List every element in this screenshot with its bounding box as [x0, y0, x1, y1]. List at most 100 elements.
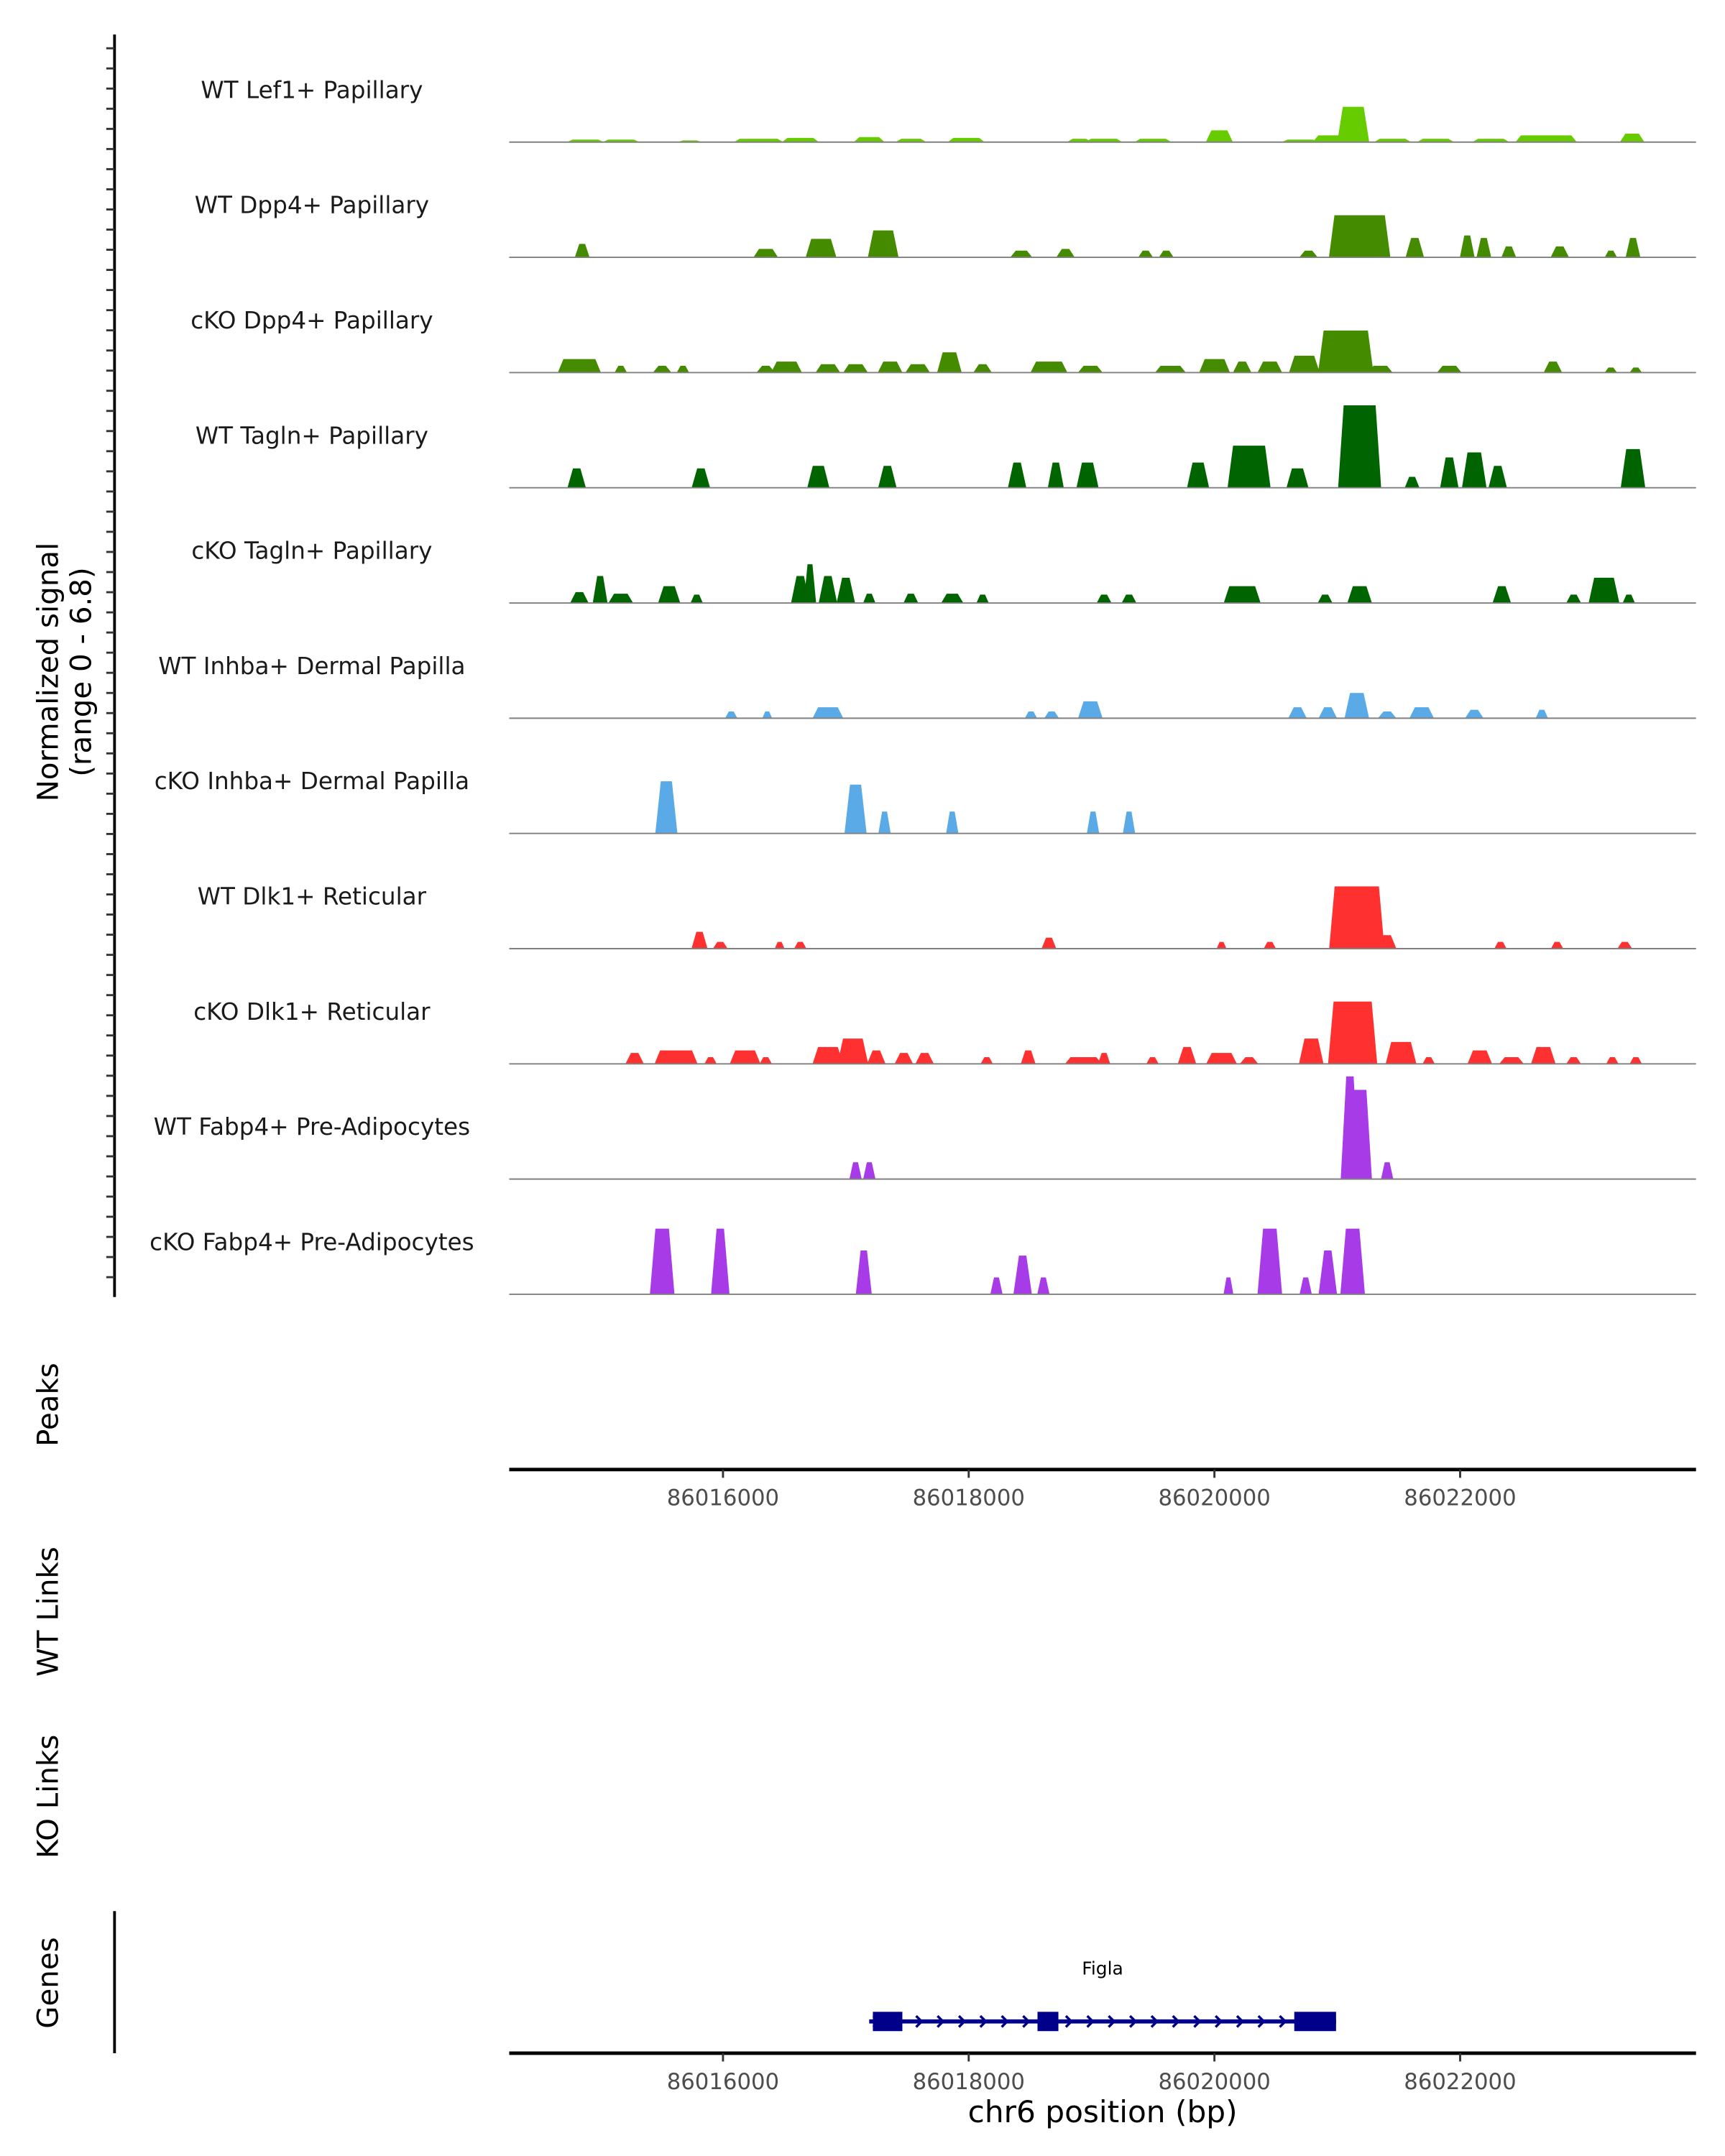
signal-peak — [1340, 1228, 1366, 1294]
signal-peak — [1216, 941, 1227, 949]
signal-peak — [878, 466, 897, 488]
signal-peak — [655, 781, 678, 834]
gene-track: Figla — [869, 1958, 1336, 2032]
signal-peak — [1013, 1256, 1032, 1294]
signal-peak — [1337, 106, 1370, 142]
x-tick-label: 86018000 — [913, 1485, 1025, 1511]
signal-peak — [1338, 405, 1381, 488]
signal-peak — [1299, 1038, 1324, 1064]
strand-arrow-icon — [1172, 2014, 1180, 2028]
signal-peak — [837, 577, 855, 604]
strand-arrow-icon — [1000, 2014, 1009, 2028]
signal-peak — [1138, 250, 1154, 258]
signal-peak — [1385, 1041, 1417, 1064]
x-tick-label: 86022000 — [1404, 1485, 1516, 1511]
signal-peak — [1328, 215, 1391, 258]
signal-peak — [1606, 1056, 1619, 1064]
signal-peak — [691, 468, 710, 488]
signal-peak — [1381, 1162, 1394, 1179]
signal-peak — [804, 564, 816, 604]
signal-peak — [1010, 250, 1033, 258]
track-label: WT Dlk1+ Reticular — [198, 883, 427, 911]
track-9: WT Fabp4+ Pre-Adipocytes — [154, 1076, 1696, 1180]
signal-peak — [843, 364, 868, 373]
signal-peak — [878, 811, 891, 834]
signal-peak — [650, 1228, 675, 1294]
signal-peak — [1008, 462, 1026, 488]
signal-peak — [770, 361, 802, 373]
signal-peak — [812, 707, 844, 719]
signal-peak — [990, 1277, 1003, 1294]
signal-peak — [1223, 1277, 1233, 1294]
signal-peak — [812, 1046, 844, 1064]
track-label: WT Lef1+ Papillary — [201, 76, 423, 103]
signal-peak — [1550, 941, 1563, 949]
signal-peak — [1227, 446, 1271, 488]
x-tick-label: 86016000 — [667, 2069, 779, 2095]
strand-arrow-icon — [1279, 2014, 1287, 2028]
signal-peak — [862, 1162, 876, 1179]
signal-peak — [1146, 1056, 1159, 1064]
signal-peak — [1121, 594, 1137, 604]
signal-peak — [1494, 941, 1507, 949]
signal-peak — [1264, 941, 1276, 949]
signal-peak — [1030, 361, 1068, 373]
signal-peak — [1622, 594, 1635, 604]
strand-arrow-icon — [1193, 2014, 1202, 2028]
signal-peak — [567, 468, 586, 488]
signal-peak — [896, 139, 926, 142]
track-label: WT Tagln+ Papillary — [196, 422, 428, 449]
signal-peak — [1087, 811, 1100, 834]
signal-peak — [1187, 462, 1210, 488]
signal-peak — [903, 594, 919, 604]
track-label: WT Fabp4+ Pre-Adipocytes — [154, 1113, 470, 1141]
signal-peak — [915, 1053, 934, 1064]
signal-peak — [1318, 707, 1338, 719]
signal-peak — [937, 352, 962, 373]
signal-peak — [1405, 238, 1425, 258]
signal-peak — [1233, 361, 1252, 373]
signal-peak — [1619, 134, 1644, 142]
x-axis-label: chr6 position (bp) — [968, 2094, 1238, 2129]
signal-peak — [1440, 457, 1459, 488]
signal-peak — [1067, 139, 1092, 142]
signal-peak — [1629, 1056, 1642, 1064]
signal-peak — [1617, 941, 1632, 949]
signal-peak — [762, 711, 773, 719]
x-tick-label: 86020000 — [1158, 2069, 1270, 2095]
track-4: cKO Tagln+ Papillary — [191, 538, 1696, 604]
signal-peak — [1085, 139, 1123, 142]
signal-peak — [625, 1053, 644, 1064]
signal-peak — [774, 941, 785, 949]
signal-peak — [1199, 359, 1230, 373]
signal-peak — [1077, 366, 1103, 373]
signal-peak — [1223, 586, 1261, 604]
strand-arrow-icon — [937, 2014, 945, 2028]
signal-peak — [1240, 1056, 1259, 1064]
signal-peak — [1098, 1053, 1110, 1064]
coverage-tracks: WT Lef1+ Papillary WT Dpp4+ Papillary cKO … — [150, 76, 1696, 1295]
signal-peak — [1566, 1056, 1581, 1064]
wt-links-panel-label: WT Links — [32, 1547, 65, 1677]
signal-peak — [1328, 1001, 1378, 1064]
signal-peak — [973, 364, 992, 373]
signal-peak — [1625, 238, 1641, 258]
x-axis-ticks-bottom: 86016000 86018000 86020000 86022000 — [667, 2053, 1517, 2095]
signal-peak — [1404, 476, 1420, 488]
signal-peak — [658, 586, 681, 604]
signal-peak — [653, 366, 672, 373]
signal-peak — [1422, 1056, 1435, 1064]
signal-peak — [756, 366, 776, 373]
strand-arrow-icon — [1215, 2014, 1223, 2028]
x-tick-label: 86022000 — [1404, 2069, 1516, 2095]
strand-arrow-icon — [915, 2014, 924, 2028]
signal-peak — [1465, 709, 1484, 719]
gene-exon — [1037, 2012, 1059, 2032]
signal-peak — [1047, 462, 1064, 488]
signal-peak — [570, 591, 589, 604]
signal-peak — [1378, 935, 1397, 949]
gene-name-label: Figla — [1082, 1958, 1123, 1979]
signal-peak — [1550, 246, 1569, 258]
signal-peak — [690, 594, 703, 604]
